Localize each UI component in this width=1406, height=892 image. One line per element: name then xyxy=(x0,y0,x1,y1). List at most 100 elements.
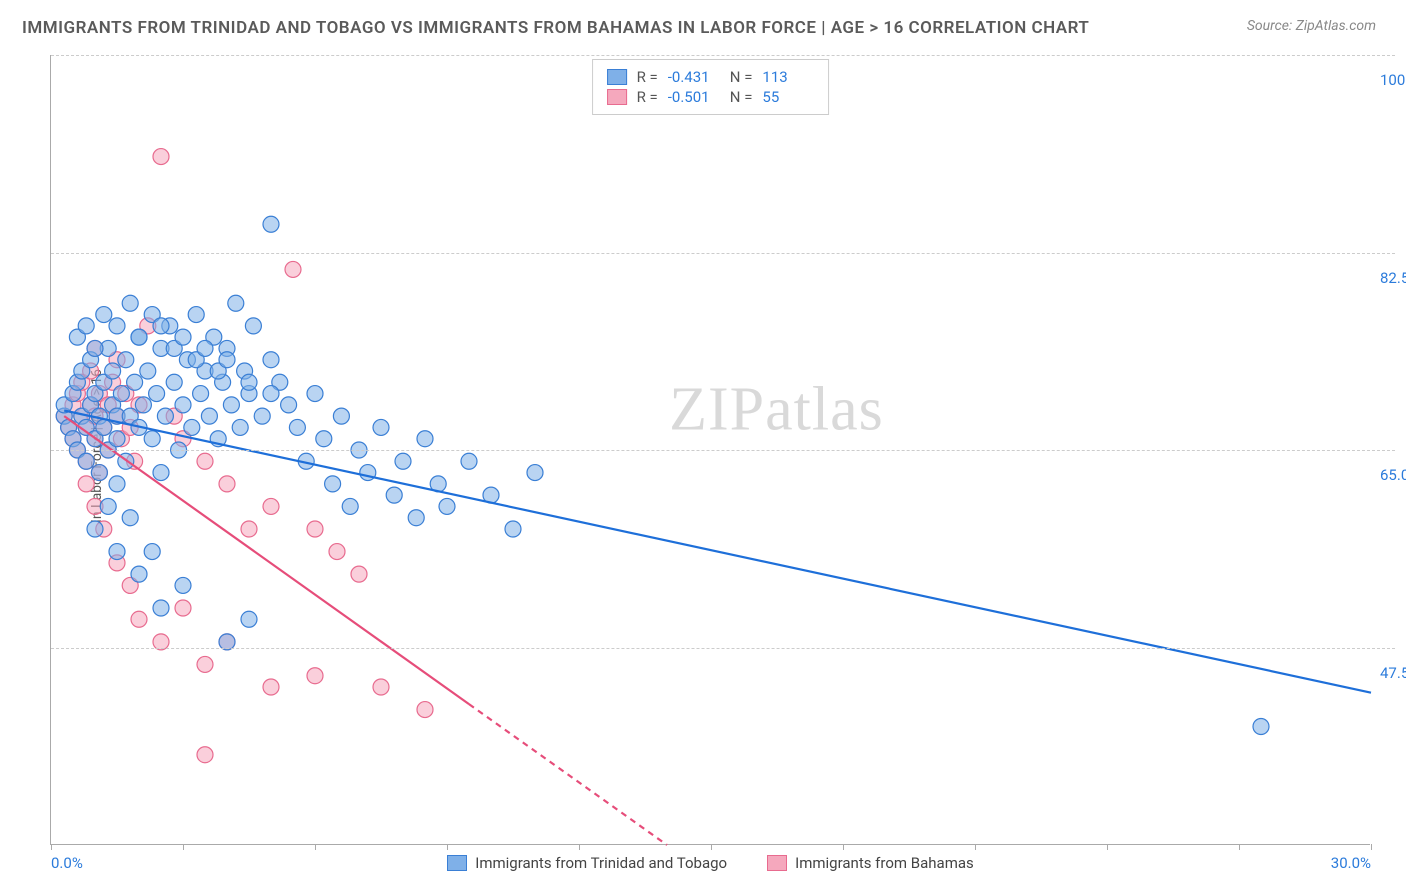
data-point xyxy=(263,498,279,514)
data-point xyxy=(197,453,213,469)
x-tick xyxy=(315,844,316,850)
data-point xyxy=(395,453,411,469)
data-point xyxy=(232,419,248,435)
n-value-trinidad: 113 xyxy=(762,68,814,86)
data-point xyxy=(153,600,169,616)
x-tick xyxy=(1107,844,1108,850)
data-point xyxy=(263,216,279,232)
x-tick xyxy=(975,844,976,850)
data-point xyxy=(289,419,305,435)
x-tick-label: 0.0% xyxy=(51,854,83,872)
data-point xyxy=(307,668,323,684)
data-point xyxy=(263,386,279,402)
data-point xyxy=(254,408,270,424)
data-point xyxy=(281,397,297,413)
data-point xyxy=(96,419,112,435)
data-point xyxy=(175,329,191,345)
data-point xyxy=(122,295,138,311)
x-tick xyxy=(843,844,844,850)
data-point xyxy=(131,611,147,627)
grid-line xyxy=(51,253,1395,254)
n-value-bahamas: 55 xyxy=(762,88,814,106)
swatch-bahamas xyxy=(607,89,627,105)
data-point xyxy=(153,465,169,481)
r-value-bahamas: -0.501 xyxy=(668,88,720,106)
data-point xyxy=(78,476,94,492)
legend-item: Immigrants from Trinidad and Tobago xyxy=(447,854,727,872)
data-point xyxy=(373,419,389,435)
legend-row-bahamas: R = -0.501 N = 55 xyxy=(607,88,815,106)
data-point xyxy=(109,544,125,560)
data-point xyxy=(118,352,134,368)
grid-line xyxy=(51,55,1395,56)
grid-line xyxy=(51,648,1395,649)
data-point xyxy=(201,408,217,424)
data-point xyxy=(166,374,182,390)
data-point xyxy=(131,329,147,345)
x-tick xyxy=(711,844,712,850)
data-point xyxy=(228,295,244,311)
legend-label: Immigrants from Bahamas xyxy=(795,854,974,872)
data-point xyxy=(149,386,165,402)
data-point xyxy=(285,261,301,277)
data-point xyxy=(505,521,521,537)
chart-title: IMMIGRANTS FROM TRINIDAD AND TOBAGO VS I… xyxy=(22,18,1089,38)
data-point xyxy=(219,476,235,492)
data-point xyxy=(329,544,345,560)
data-point xyxy=(91,465,107,481)
data-point xyxy=(316,431,332,447)
data-point xyxy=(157,408,173,424)
regression-line xyxy=(64,411,1371,693)
data-point xyxy=(1253,719,1269,735)
data-point xyxy=(263,679,279,695)
data-point xyxy=(263,352,279,368)
data-point xyxy=(373,679,389,695)
data-point xyxy=(333,408,349,424)
data-point xyxy=(78,318,94,334)
x-tick xyxy=(183,844,184,850)
data-point xyxy=(109,318,125,334)
data-point xyxy=(87,521,103,537)
x-tick xyxy=(579,844,580,850)
data-point xyxy=(307,386,323,402)
y-tick-label: 47.5% xyxy=(1380,664,1406,682)
data-point xyxy=(127,374,143,390)
data-point xyxy=(386,487,402,503)
x-tick xyxy=(447,844,448,850)
data-point xyxy=(144,544,160,560)
data-point xyxy=(175,577,191,593)
data-point xyxy=(100,498,116,514)
y-tick-label: 65.0% xyxy=(1380,466,1406,484)
source-attribution: Source: ZipAtlas.com xyxy=(1247,18,1376,34)
data-point xyxy=(184,419,200,435)
r-label: R = xyxy=(637,68,658,86)
data-point xyxy=(78,453,94,469)
data-point xyxy=(193,386,209,402)
data-point xyxy=(153,149,169,165)
data-point xyxy=(135,397,151,413)
data-point xyxy=(241,521,257,537)
data-point xyxy=(131,566,147,582)
data-point xyxy=(105,363,121,379)
legend-item: Immigrants from Bahamas xyxy=(767,854,974,872)
data-point xyxy=(122,510,138,526)
legend-row-trinidad: R = -0.431 N = 113 xyxy=(607,68,815,86)
chart-container: IMMIGRANTS FROM TRINIDAD AND TOBAGO VS I… xyxy=(0,0,1406,892)
data-point xyxy=(439,498,455,514)
x-tick xyxy=(51,844,52,850)
data-point xyxy=(188,307,204,323)
data-point xyxy=(241,611,257,627)
legend-swatch xyxy=(447,855,467,871)
data-point xyxy=(153,318,169,334)
x-tick xyxy=(1239,844,1240,850)
data-point xyxy=(144,431,160,447)
data-point xyxy=(527,465,543,481)
n-label: N = xyxy=(730,68,753,86)
data-point xyxy=(87,340,103,356)
legend-swatch xyxy=(767,855,787,871)
data-point xyxy=(197,340,213,356)
y-tick-label: 100.0% xyxy=(1380,71,1406,89)
data-point xyxy=(241,374,257,390)
data-point xyxy=(109,476,125,492)
y-tick-label: 82.5% xyxy=(1380,269,1406,287)
